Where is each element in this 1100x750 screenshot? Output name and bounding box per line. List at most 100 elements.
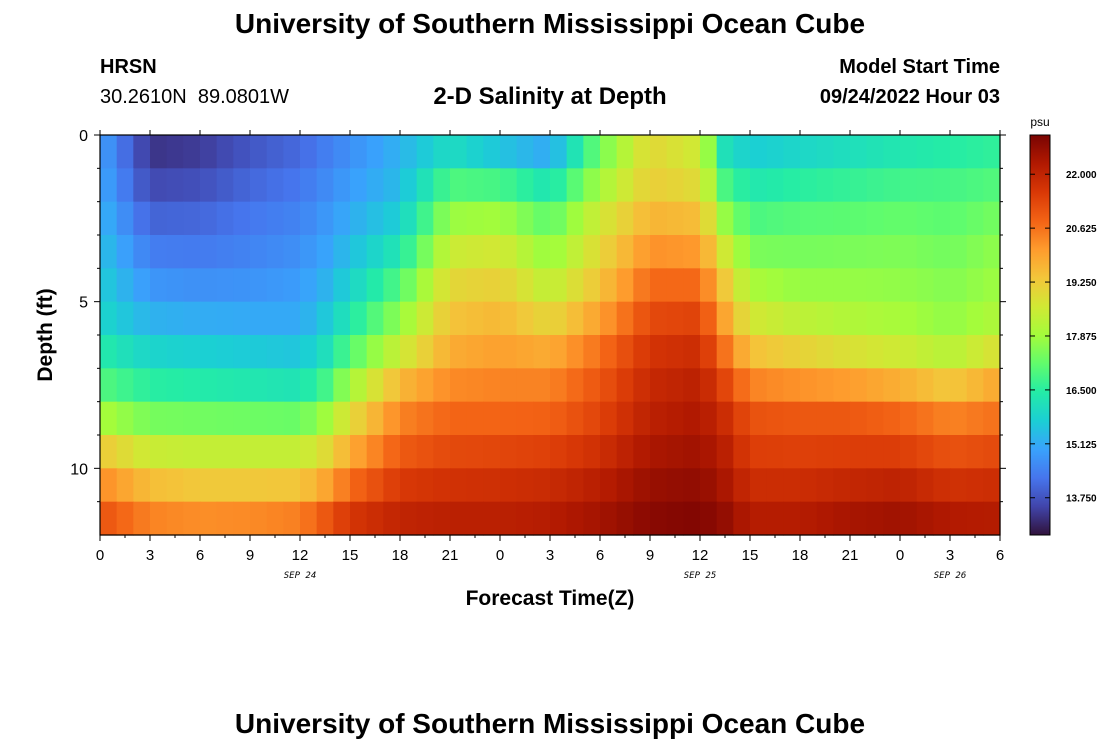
- heatmap-cell: [783, 435, 801, 469]
- heatmap-cell: [516, 135, 534, 169]
- heatmap-cell: [150, 135, 168, 169]
- heatmap-cell: [166, 235, 184, 269]
- heatmap-cell: [166, 135, 184, 169]
- heatmap-cell: [816, 335, 834, 369]
- heatmap-cell: [733, 201, 751, 236]
- heatmap-cell: [983, 235, 1001, 269]
- heatmap-cell: [683, 301, 701, 336]
- heatmap-cell: [350, 335, 368, 369]
- heatmap-cell: [566, 168, 584, 203]
- heatmap-cell: [283, 501, 301, 536]
- heatmap-cell: [633, 468, 651, 503]
- heatmap-cell: [683, 335, 701, 369]
- x-tick-label: 6: [596, 547, 604, 564]
- heatmap-cell: [100, 368, 118, 403]
- heatmap-cell: [816, 368, 834, 403]
- heatmap-cell: [150, 501, 168, 536]
- heatmap-cell: [983, 435, 1001, 469]
- heatmap-cell: [850, 135, 868, 169]
- heatmap-cell: [850, 168, 868, 203]
- heatmap-cell: [166, 335, 184, 369]
- heatmap-cell: [850, 268, 868, 303]
- heatmap-cell: [783, 201, 801, 236]
- heatmap-cell: [533, 301, 551, 336]
- heatmap-cell: [400, 501, 418, 536]
- heatmap-cell: [483, 335, 501, 369]
- heatmap-cell: [816, 168, 834, 203]
- heatmap-cell: [983, 335, 1001, 369]
- heatmap-cell: [200, 168, 218, 203]
- heatmap-cell: [750, 168, 768, 203]
- heatmap-cell: [716, 401, 734, 436]
- x-tick-label: 3: [946, 547, 954, 564]
- heatmap-cell: [466, 335, 484, 369]
- heatmap-cell: [483, 201, 501, 236]
- heatmap-cell: [416, 468, 434, 503]
- heatmap-cell: [650, 435, 668, 469]
- heatmap-cell: [533, 168, 551, 203]
- heatmap-cell: [700, 168, 718, 203]
- heatmap-cell: [883, 268, 901, 303]
- heatmap-cell: [950, 501, 968, 536]
- heatmap-cell: [800, 368, 818, 403]
- heatmap-cell: [300, 168, 318, 203]
- colorbar-tick-label: 15.125: [1066, 440, 1097, 451]
- heatmap-cell: [700, 368, 718, 403]
- heatmap-cell: [600, 335, 618, 369]
- heatmap-cell: [883, 368, 901, 403]
- heatmap-cell: [183, 168, 201, 203]
- heatmap-cell: [666, 468, 684, 503]
- heatmap-cell: [116, 501, 134, 536]
- heatmap-cell: [533, 501, 551, 536]
- heatmap-cell: [733, 268, 751, 303]
- heatmap-cell: [616, 335, 634, 369]
- heatmap-cell: [533, 235, 551, 269]
- y-tick-label: 10: [70, 461, 88, 478]
- heatmap-cell: [533, 135, 551, 169]
- heatmap-cell: [216, 468, 234, 503]
- heatmap-cell: [666, 135, 684, 169]
- heatmap-cell: [250, 235, 268, 269]
- colorbar-tick-label: 19.250: [1066, 278, 1097, 289]
- heatmap-cell: [933, 401, 951, 436]
- heatmap-cell: [250, 135, 268, 169]
- heatmap-cell: [616, 435, 634, 469]
- heatmap-cell: [350, 168, 368, 203]
- heatmap-cell: [150, 301, 168, 336]
- heatmap-cell: [600, 168, 618, 203]
- heatmap-cell: [333, 168, 351, 203]
- heatmap-cell: [783, 301, 801, 336]
- heatmap-cell: [716, 168, 734, 203]
- heatmap-cell: [466, 435, 484, 469]
- heatmap-cell: [383, 301, 401, 336]
- heatmap-cell: [150, 168, 168, 203]
- heatmap-cell: [866, 501, 884, 536]
- heatmap-cell: [516, 301, 534, 336]
- heatmap-cell: [183, 335, 201, 369]
- heatmap-cell: [916, 401, 934, 436]
- heatmap-cell: [250, 201, 268, 236]
- heatmap-cell: [283, 268, 301, 303]
- heatmap-cell: [466, 168, 484, 203]
- heatmap-cell: [983, 135, 1001, 169]
- heatmap-cell: [266, 368, 284, 403]
- heatmap-cell: [733, 168, 751, 203]
- heatmap-cell: [900, 401, 918, 436]
- heatmap-cell: [500, 235, 518, 269]
- heatmap-cell: [800, 501, 818, 536]
- heatmap-cell: [183, 235, 201, 269]
- heatmap-cell: [466, 501, 484, 536]
- heatmap-cell: [716, 368, 734, 403]
- heatmap-cell: [750, 201, 768, 236]
- heatmap-cell: [700, 268, 718, 303]
- heatmap-cell: [533, 401, 551, 436]
- heatmap-cell: [866, 435, 884, 469]
- x-tick-label: 12: [292, 547, 309, 564]
- heatmap-cell: [816, 401, 834, 436]
- heatmap-cell: [766, 201, 784, 236]
- heatmap-cell: [650, 401, 668, 436]
- heatmap-cell: [300, 368, 318, 403]
- heatmap-cell: [500, 368, 518, 403]
- heatmap-cell: [566, 301, 584, 336]
